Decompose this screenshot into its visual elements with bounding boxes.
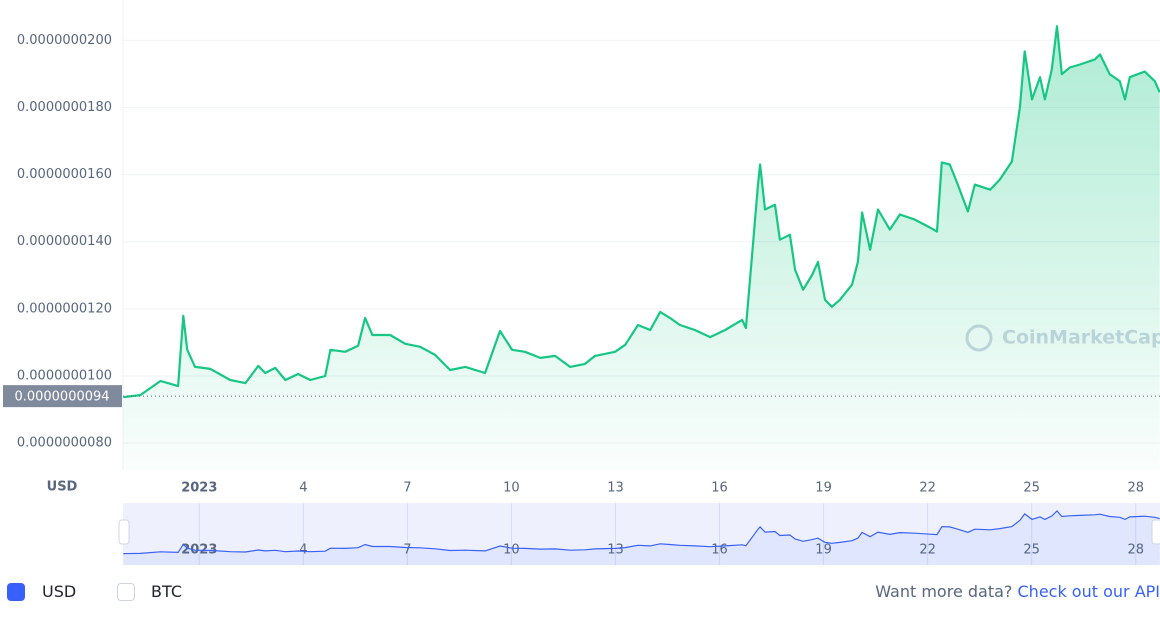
current-price-label: 0.0000000094 <box>14 390 109 405</box>
navigator-background <box>123 503 1160 565</box>
x-tick-label: 10 <box>503 481 520 496</box>
current-price-box <box>3 385 122 408</box>
navigator-handle[interactable] <box>118 519 130 545</box>
controls-bar: USD BTC Want more data? Check out our AP… <box>0 575 1160 611</box>
navigator-tick-label: 28 <box>1127 543 1144 558</box>
x-tick-label: 16 <box>711 481 728 496</box>
x-tick-label: 19 <box>815 481 832 496</box>
y-tick-label: 0.0000000160 <box>17 167 112 182</box>
checkbox[interactable] <box>117 583 135 601</box>
navigator-tick-label: 4 <box>299 543 307 558</box>
footer-text: Want more data? <box>875 582 1013 601</box>
price-area <box>123 26 1160 470</box>
navigator-line <box>123 510 1160 555</box>
navigator-tick-label: 19 <box>815 543 832 558</box>
checkbox[interactable] <box>7 583 25 601</box>
y-tick-label: 0.0000000180 <box>17 100 112 115</box>
footer: Want more data? Check out our API <box>875 582 1160 601</box>
y-tick-label: 0.0000000200 <box>17 33 112 48</box>
navigator-area <box>123 511 1160 565</box>
x-tick-label: 13 <box>607 481 624 496</box>
y-tick-label: 0.0000000080 <box>17 436 112 451</box>
navigator-tick-label: 7 <box>403 543 411 558</box>
x-tick-label: 7 <box>403 481 411 496</box>
x-tick-label: 2023 <box>181 481 217 496</box>
checkbox-label[interactable]: USD <box>42 582 77 601</box>
chart: USD 0.0000000080 0.0000000100 0.0000000120… <box>3 0 1160 565</box>
y-tick-label: 0.0000000100 <box>17 369 112 384</box>
y-axis-unit: USD <box>47 480 78 495</box>
price-line <box>123 25 1160 399</box>
x-tick-label: 25 <box>1023 481 1040 496</box>
x-tick-label: 22 <box>919 481 936 496</box>
navigator-handle[interactable] <box>1151 519 1160 545</box>
api-link[interactable]: Check out our API <box>1017 582 1160 601</box>
navigator-tick-label: 13 <box>607 543 624 558</box>
y-tick-label: 0.0000000140 <box>17 234 112 249</box>
x-tick-label: 28 <box>1127 481 1144 496</box>
x-tick-label: 4 <box>299 481 307 496</box>
y-tick-label: 0.0000000120 <box>17 301 112 316</box>
navigator-tick-label: 10 <box>503 543 520 558</box>
checkbox-label[interactable]: BTC <box>151 582 182 601</box>
navigator-tick-label: 22 <box>919 543 936 558</box>
navigator-tick-label: 25 <box>1023 543 1040 558</box>
